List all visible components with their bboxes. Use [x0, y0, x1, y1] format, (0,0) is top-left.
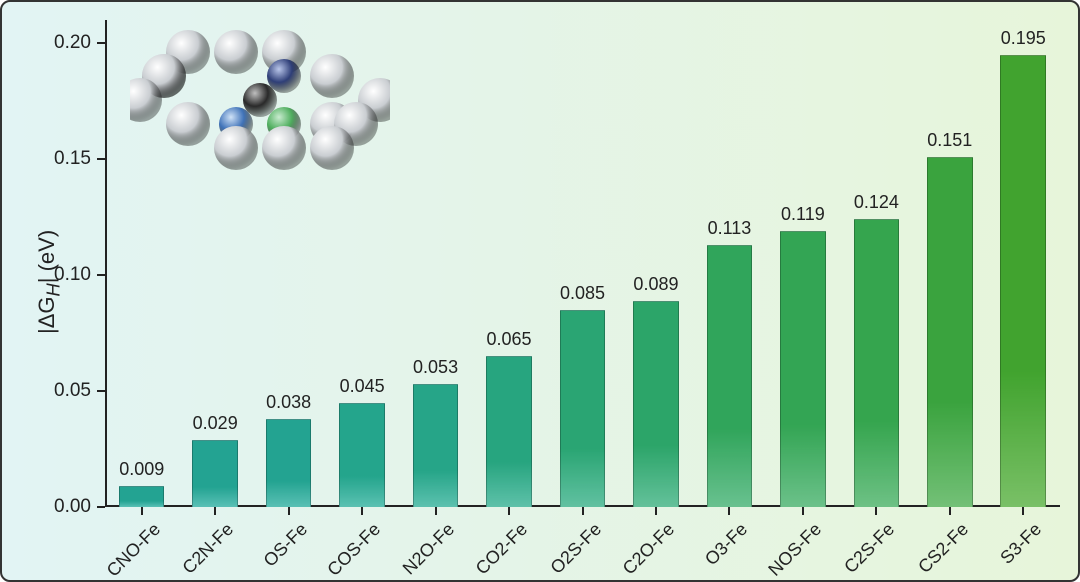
bar-value-label: 0.151	[927, 130, 972, 151]
bar	[560, 310, 606, 507]
bar	[927, 157, 973, 507]
y-tick-label: 0.15	[0, 148, 91, 170]
bar	[707, 245, 753, 507]
bar-value-label: 0.009	[119, 459, 164, 480]
y-tick-mark	[97, 506, 105, 508]
bar	[192, 440, 238, 507]
y-axis	[105, 20, 107, 507]
y-tick-mark	[97, 390, 105, 392]
molecule-svg	[130, 30, 390, 170]
y-tick-label: 0.10	[0, 264, 91, 286]
outer-atom	[166, 102, 210, 146]
bar	[413, 384, 459, 507]
bar-value-label: 0.085	[560, 283, 605, 304]
bar	[486, 356, 532, 507]
bar-value-label: 0.045	[340, 376, 385, 397]
bar	[1000, 55, 1046, 507]
x-tick-mark	[728, 507, 730, 515]
x-tick-mark	[802, 507, 804, 515]
outer-atom	[310, 126, 354, 170]
x-tick-mark	[214, 507, 216, 515]
x-tick-mark	[949, 507, 951, 515]
chart-container: 0.009 0.029 0.038 0.045 0.053 0.065 0.085 0.089…	[0, 0, 1080, 582]
x-tick-mark	[435, 507, 437, 515]
x-tick-mark	[361, 507, 363, 515]
y-tick-mark	[97, 158, 105, 160]
bar-value-label: 0.195	[1001, 28, 1046, 49]
bar	[780, 231, 826, 507]
x-tick-mark	[655, 507, 657, 515]
x-tick-mark	[288, 507, 290, 515]
bar-value-label: 0.124	[854, 192, 899, 213]
bar	[339, 403, 385, 507]
x-tick-mark	[508, 507, 510, 515]
bar-value-label: 0.113	[708, 218, 752, 239]
y-axis-label-pre: |ΔG	[34, 296, 59, 334]
bar-value-label: 0.029	[193, 413, 238, 434]
bar-value-label: 0.053	[413, 357, 458, 378]
bar	[266, 419, 312, 507]
bar	[854, 219, 900, 507]
x-tick-mark	[1022, 507, 1024, 515]
y-tick-label: 0.05	[0, 380, 91, 402]
dark-blue-atom	[267, 59, 301, 93]
bar	[119, 486, 165, 507]
outer-atom	[214, 30, 258, 74]
bar-value-label: 0.089	[633, 274, 678, 295]
outer-atom	[310, 54, 354, 98]
y-tick-label: 0.00	[0, 496, 91, 518]
bar-value-label: 0.065	[487, 329, 532, 350]
y-tick-mark	[97, 274, 105, 276]
x-tick-mark	[141, 507, 143, 515]
bar	[633, 301, 679, 507]
bar-value-label: 0.119	[781, 204, 825, 225]
black-atom	[243, 83, 277, 117]
outer-atom	[214, 126, 258, 170]
molecule-inset	[130, 30, 390, 175]
bar-value-label: 0.038	[266, 392, 311, 413]
outer-atom	[262, 126, 306, 170]
x-tick-mark	[875, 507, 877, 515]
y-tick-label: 0.20	[0, 32, 91, 54]
x-tick-mark	[582, 507, 584, 515]
y-tick-mark	[97, 42, 105, 44]
